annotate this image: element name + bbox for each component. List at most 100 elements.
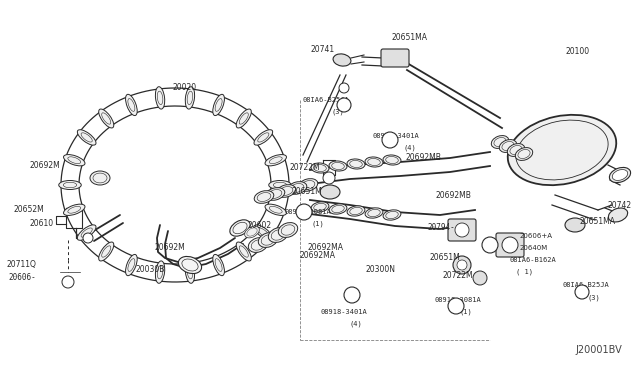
Text: 08IA6-B162A: 08IA6-B162A: [510, 257, 557, 263]
Ellipse shape: [279, 186, 293, 195]
Text: 08918-3081A: 08918-3081A: [285, 209, 332, 215]
Ellipse shape: [247, 228, 257, 236]
Ellipse shape: [609, 208, 628, 222]
Ellipse shape: [332, 205, 344, 213]
Ellipse shape: [179, 256, 202, 273]
Text: 20722M: 20722M: [289, 164, 320, 173]
Ellipse shape: [314, 203, 326, 211]
Ellipse shape: [128, 99, 135, 111]
Ellipse shape: [248, 238, 268, 253]
Text: N: N: [301, 209, 307, 215]
Text: 08IA6-B25JA: 08IA6-B25JA: [303, 97, 349, 103]
Text: 20794-: 20794-: [428, 224, 455, 232]
Ellipse shape: [287, 182, 307, 194]
Ellipse shape: [332, 163, 344, 170]
Ellipse shape: [63, 182, 77, 188]
Ellipse shape: [494, 138, 506, 147]
Ellipse shape: [269, 206, 282, 213]
Circle shape: [482, 237, 498, 253]
Ellipse shape: [258, 133, 269, 142]
Ellipse shape: [125, 254, 137, 276]
Circle shape: [502, 237, 518, 253]
Text: 08918-3401A: 08918-3401A: [372, 133, 419, 139]
Ellipse shape: [261, 235, 275, 245]
Ellipse shape: [68, 206, 81, 213]
Ellipse shape: [187, 91, 193, 105]
Ellipse shape: [77, 225, 96, 240]
Ellipse shape: [298, 179, 318, 191]
Ellipse shape: [383, 155, 401, 165]
Ellipse shape: [185, 261, 195, 283]
Ellipse shape: [102, 113, 111, 124]
Ellipse shape: [265, 154, 287, 166]
Circle shape: [337, 98, 351, 112]
Text: B: B: [580, 289, 584, 295]
Ellipse shape: [269, 157, 282, 164]
Ellipse shape: [311, 163, 329, 173]
Ellipse shape: [239, 113, 248, 124]
Ellipse shape: [236, 242, 252, 261]
Circle shape: [457, 260, 467, 270]
Ellipse shape: [230, 220, 250, 236]
Text: 20030B: 20030B: [135, 266, 164, 275]
Ellipse shape: [278, 222, 298, 237]
Ellipse shape: [349, 160, 362, 167]
Ellipse shape: [565, 218, 585, 232]
Circle shape: [455, 223, 469, 237]
Ellipse shape: [311, 202, 329, 212]
Text: 20742: 20742: [608, 201, 632, 209]
Ellipse shape: [281, 225, 295, 235]
Circle shape: [344, 287, 360, 303]
Text: 20651M: 20651M: [291, 187, 322, 196]
Text: 20606-: 20606-: [8, 273, 36, 282]
Text: 20652M: 20652M: [13, 205, 44, 215]
Text: 20651MA: 20651MA: [392, 33, 428, 42]
Text: 20651M: 20651M: [429, 253, 460, 263]
Ellipse shape: [81, 133, 92, 142]
Ellipse shape: [301, 180, 315, 189]
Ellipse shape: [59, 180, 81, 189]
Ellipse shape: [320, 185, 340, 199]
Ellipse shape: [185, 87, 195, 109]
Ellipse shape: [215, 99, 222, 111]
Ellipse shape: [236, 109, 252, 128]
Ellipse shape: [329, 161, 347, 171]
Ellipse shape: [213, 94, 225, 116]
Ellipse shape: [156, 87, 164, 109]
Ellipse shape: [365, 208, 383, 218]
Ellipse shape: [269, 180, 291, 189]
Ellipse shape: [239, 246, 248, 257]
Text: 20741: 20741: [311, 45, 335, 55]
Text: N: N: [349, 292, 355, 298]
Text: 20640M: 20640M: [520, 245, 548, 251]
Text: 20602: 20602: [248, 221, 272, 230]
Ellipse shape: [102, 246, 111, 257]
Ellipse shape: [125, 94, 137, 116]
Text: (3): (3): [332, 109, 344, 115]
Text: 20722M: 20722M: [442, 270, 473, 279]
Text: N: N: [387, 138, 393, 142]
Ellipse shape: [386, 157, 398, 164]
Ellipse shape: [259, 232, 278, 247]
Text: (4): (4): [349, 321, 362, 327]
Ellipse shape: [156, 261, 164, 283]
Circle shape: [323, 172, 335, 184]
Ellipse shape: [347, 206, 365, 216]
Ellipse shape: [77, 130, 96, 145]
Text: 20692MB: 20692MB: [405, 154, 441, 163]
Ellipse shape: [386, 211, 398, 219]
Text: B: B: [508, 243, 513, 247]
Ellipse shape: [213, 254, 225, 276]
Ellipse shape: [499, 140, 516, 153]
Text: N: N: [453, 304, 459, 308]
Ellipse shape: [63, 154, 85, 166]
Ellipse shape: [233, 222, 247, 234]
Ellipse shape: [265, 204, 287, 215]
Ellipse shape: [157, 265, 163, 279]
Ellipse shape: [215, 259, 222, 272]
Circle shape: [62, 276, 74, 288]
Ellipse shape: [383, 210, 401, 220]
Ellipse shape: [290, 183, 304, 192]
Ellipse shape: [508, 115, 616, 185]
Ellipse shape: [68, 157, 81, 164]
